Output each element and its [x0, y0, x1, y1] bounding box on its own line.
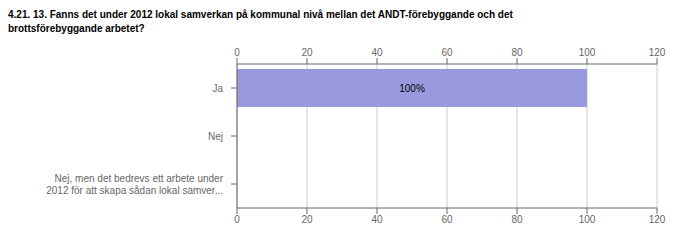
svg-text:Nej, men det bedrevs ett arbet: Nej, men det bedrevs ett arbete under201… [46, 173, 223, 196]
svg-text:Nej: Nej [208, 131, 223, 142]
svg-text:0: 0 [234, 47, 240, 58]
svg-text:60: 60 [441, 214, 453, 225]
svg-text:0: 0 [234, 214, 240, 225]
svg-text:80: 80 [511, 214, 523, 225]
svg-text:40: 40 [371, 47, 383, 58]
svg-text:80: 80 [511, 47, 523, 58]
svg-text:100%: 100% [399, 83, 425, 94]
html-text:brottsförebyggande arbetet?: brottsförebyggande arbetet? [8, 23, 145, 34]
svg-text:120: 120 [649, 47, 666, 58]
svg-text:100: 100 [579, 214, 596, 225]
html-text:4.21. 13. Fanns det under 2012: 4.21. 13. Fanns det under 2012 lokal sam… [8, 9, 513, 20]
svg-text:60: 60 [441, 47, 453, 58]
svg-text:120: 120 [649, 214, 666, 225]
svg-text:20: 20 [301, 214, 313, 225]
svg-text:100: 100 [579, 47, 596, 58]
svg-text:Ja: Ja [212, 83, 223, 94]
svg-text:40: 40 [371, 214, 383, 225]
svg-text:20: 20 [301, 47, 313, 58]
